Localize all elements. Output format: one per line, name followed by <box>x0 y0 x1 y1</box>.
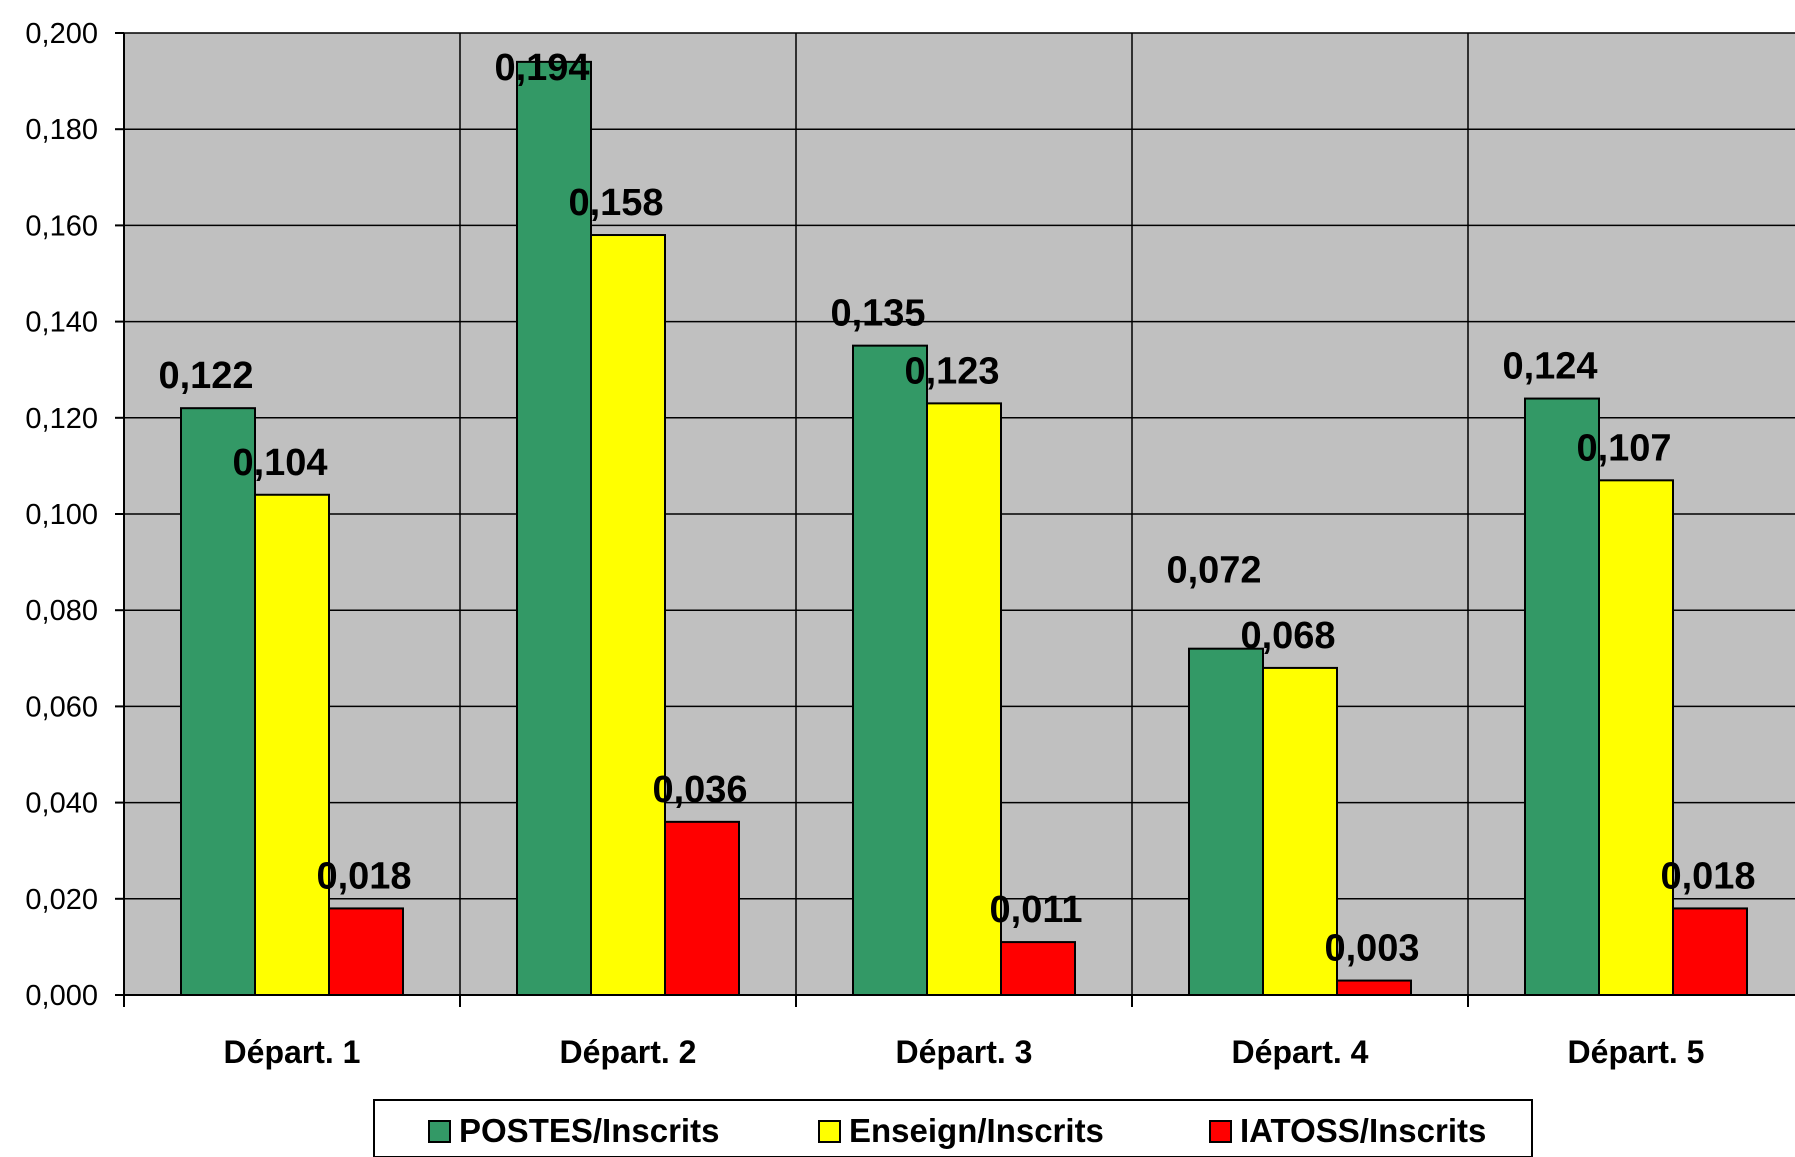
data-label: 0,018 <box>316 855 411 897</box>
legend-swatch <box>1209 1120 1232 1143</box>
y-tick-label: 0,080 <box>25 595 98 627</box>
data-labels: 0,122 0,194 0,135 0,072 0,124 0,104 0,158 0,123… <box>158 47 1755 970</box>
data-label: 0,122 <box>158 355 253 397</box>
bar-enseign-inscrits-5 <box>1598 479 1674 996</box>
legend-label: Enseign/Inscrits <box>849 1112 1104 1149</box>
bar-enseign-inscrits-2 <box>590 234 666 996</box>
bar-postes-inscrits-2 <box>516 60 592 997</box>
x-tick-label: Départ. 4 <box>1232 1034 1369 1070</box>
data-label: 0,104 <box>232 442 327 484</box>
data-label: 0,018 <box>1660 855 1755 897</box>
bar-iatoss-inscrits-5 <box>1672 907 1748 996</box>
y-tick-label: 0,120 <box>25 403 98 435</box>
y-tick-label: 0,160 <box>25 210 98 242</box>
bar-iatoss-inscrits-3 <box>1000 941 1076 997</box>
x-axis: Départ. 1 Départ. 2 Départ. 3 Départ. 4 Dépa… <box>123 994 1795 1070</box>
data-label: 0,036 <box>652 769 747 811</box>
data-label: 0,003 <box>1324 928 1419 970</box>
y-tick-label: 0,040 <box>25 788 98 820</box>
data-label: 0,107 <box>1576 427 1671 469</box>
bar-postes-inscrits-3 <box>852 344 928 996</box>
data-label: 0,011 <box>990 889 1083 931</box>
legend-label: IATOSS/Inscrits <box>1240 1112 1486 1149</box>
y-tick-label: 0,060 <box>25 691 98 723</box>
y-tick-label: 0,200 <box>25 18 98 50</box>
y-tick-label: 0,140 <box>25 307 98 339</box>
data-label: 0,072 <box>1166 550 1261 592</box>
data-label: 0,124 <box>1502 346 1597 388</box>
bar-iatoss-inscrits-1 <box>328 907 404 996</box>
bar-enseign-inscrits-1 <box>254 493 330 996</box>
x-tick-label: Départ. 5 <box>1568 1034 1705 1070</box>
y-axis: 0,000 0,020 0,040 0,060 0,080 0,100 0,120 0,140… <box>25 18 125 1012</box>
data-label: 0,158 <box>568 182 663 224</box>
bars <box>180 60 1748 997</box>
bar-enseign-inscrits-4 <box>1262 666 1338 996</box>
bar-postes-inscrits-1 <box>180 407 256 996</box>
x-tick-label: Départ. 2 <box>560 1034 697 1070</box>
legend: POSTES/Inscrits Enseign/Inscrits IATOSS/In… <box>373 1099 1533 1157</box>
y-tick-label: 0,020 <box>25 884 98 916</box>
legend-label: POSTES/Inscrits <box>459 1112 719 1149</box>
bar-iatoss-inscrits-4 <box>1336 979 1412 997</box>
bar-iatoss-inscrits-2 <box>664 820 740 997</box>
legend-box <box>373 1099 1533 1157</box>
y-tick-label: 0,100 <box>25 499 98 531</box>
legend-swatch <box>428 1120 451 1143</box>
data-label: 0,194 <box>494 47 589 89</box>
bar-postes-inscrits-4 <box>1188 647 1264 996</box>
bar-enseign-inscrits-3 <box>926 402 1002 996</box>
legend-swatch <box>818 1120 841 1143</box>
x-tick-label: Départ. 3 <box>896 1034 1033 1070</box>
x-tick-label: Départ. 1 <box>224 1034 361 1070</box>
bar-postes-inscrits-5 <box>1524 397 1600 996</box>
data-label: 0,135 <box>830 293 925 335</box>
data-label: 0,123 <box>904 350 999 392</box>
y-tick-label: 0,000 <box>25 980 98 1012</box>
y-tick-label: 0,180 <box>25 114 98 146</box>
data-label: 0,068 <box>1240 615 1335 657</box>
